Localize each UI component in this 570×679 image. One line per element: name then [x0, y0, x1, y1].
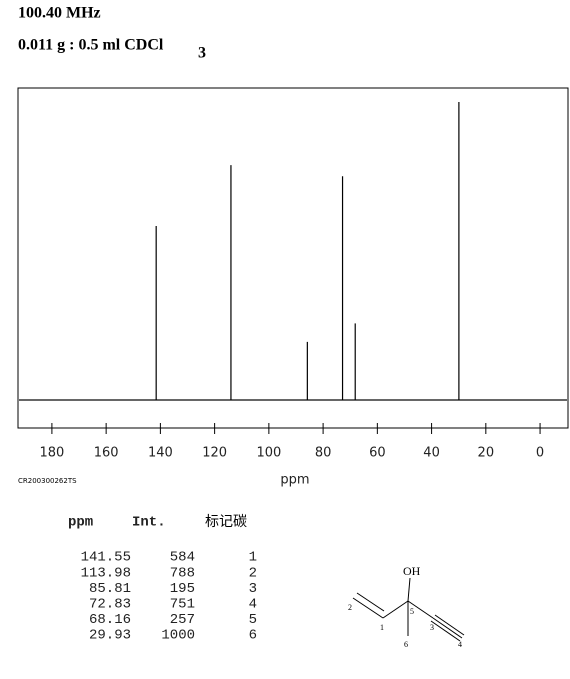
- int-cell: 1000: [161, 628, 195, 644]
- ppm-cell: 72.83: [89, 597, 131, 613]
- x-tick-label: 60: [369, 446, 386, 461]
- atom-label: 1: [380, 623, 384, 632]
- x-tick-label: 0: [536, 446, 544, 461]
- carbon-cell: 4: [249, 597, 257, 613]
- int-cell: 195: [170, 581, 195, 597]
- ppm-cell: 85.81: [89, 581, 131, 597]
- carbon-cell: 6: [249, 628, 257, 644]
- structure: [352, 577, 465, 642]
- x-tick-label: 80: [315, 446, 332, 461]
- x-tick-label: 140: [148, 446, 173, 461]
- x-tick-label: 160: [94, 446, 119, 461]
- carbon-cell: 5: [249, 612, 257, 628]
- x-tick-label: 20: [478, 446, 495, 461]
- ppm-cell: 29.93: [89, 628, 131, 644]
- int-cell: 788: [170, 565, 195, 581]
- ppm-cell: 68.16: [89, 612, 131, 628]
- atom-label: 5: [410, 607, 414, 616]
- int-cell: 257: [170, 612, 195, 628]
- atom-label: 2: [348, 603, 352, 612]
- sample-subscript: 3: [198, 45, 206, 62]
- carbon-cell: 2: [249, 565, 257, 581]
- ppm-cell: 141.55: [81, 550, 131, 566]
- carbon-cell: 1: [249, 550, 257, 566]
- ppm-cell: 113.98: [81, 565, 131, 581]
- atom-label: 4: [458, 640, 462, 649]
- table-header: ppm: [68, 515, 93, 531]
- x-tick-label: 100: [256, 446, 281, 461]
- atom-label: 6: [404, 640, 408, 649]
- x-tick-label: 120: [202, 446, 227, 461]
- table-header: Int.: [132, 515, 166, 531]
- spectrum-code: CR200300262TS: [18, 477, 77, 485]
- x-tick-label: 180: [39, 446, 64, 461]
- x-axis-label: ppm: [280, 473, 309, 488]
- frequency: 100.40 MHz: [18, 5, 101, 22]
- x-tick-label: 40: [423, 446, 440, 461]
- int-cell: 584: [170, 550, 195, 566]
- sample: 0.011 g : 0.5 ml CDCl: [18, 37, 164, 54]
- int-cell: 751: [170, 597, 195, 613]
- plot-frame: [17, 87, 569, 429]
- atom-label: OH: [403, 564, 421, 578]
- atom-label: 3: [430, 623, 434, 632]
- carbon-cell: 3: [249, 581, 257, 597]
- table-header: 标记碳: [205, 514, 247, 530]
